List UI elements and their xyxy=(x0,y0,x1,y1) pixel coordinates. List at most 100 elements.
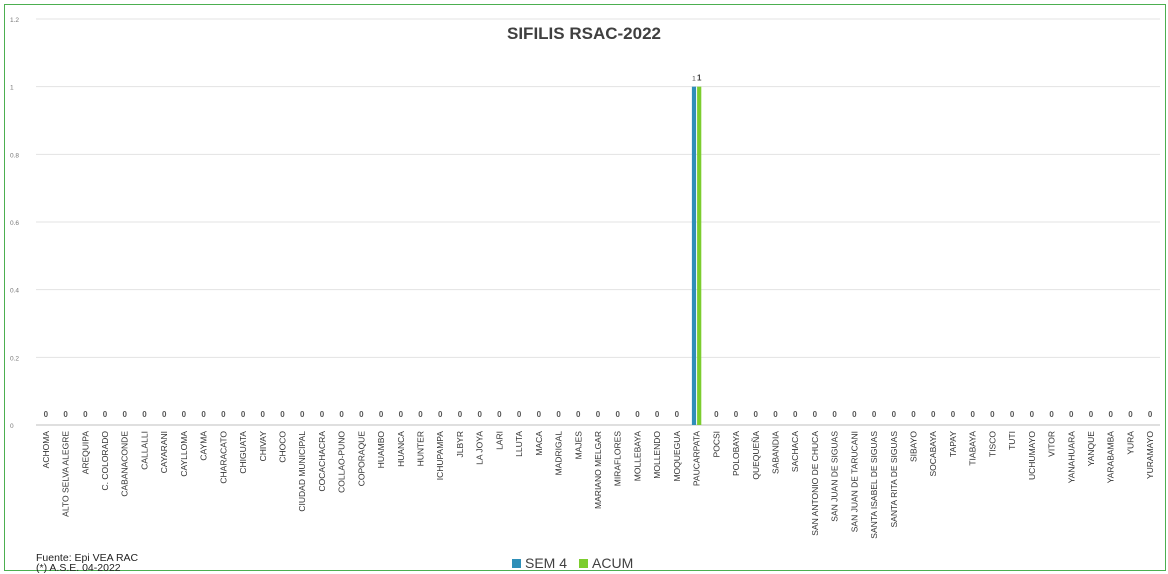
source-line-2: (*) A.S.E. 04-2022 xyxy=(36,562,121,574)
y-tick-label: 0.6 xyxy=(10,220,19,227)
x-tick-label: CHIVAY xyxy=(258,431,268,462)
data-label-zero: 0 xyxy=(635,410,640,419)
data-label-zero: 0 xyxy=(1148,410,1153,419)
chart-source: Fuente: Epi VEA RAC (*) A.S.E. 04-2022 xyxy=(36,552,139,574)
x-tick-label: POLOBAYA xyxy=(731,431,741,476)
x-tick-label: SABANDIA xyxy=(770,431,780,474)
chart-title: SIFILIS RSAC-2022 xyxy=(507,24,661,43)
data-label-zero: 0 xyxy=(458,410,463,419)
legend-item-sem4: SEM 4 xyxy=(512,555,567,571)
data-label-zero: 0 xyxy=(714,410,719,419)
y-tick-label: 0.2 xyxy=(10,355,19,362)
x-tick-label: MARIANO MELGAR xyxy=(593,431,603,509)
data-label-zero: 0 xyxy=(1069,410,1074,419)
x-tick-label: YANQUE xyxy=(1086,431,1096,467)
x-tick-label: POCSI xyxy=(711,431,721,457)
x-tick-label: ALTO SELVA ALEGRE xyxy=(61,431,71,517)
x-tick-label: VITOR xyxy=(1047,431,1057,457)
x-tick-label: MACA xyxy=(534,431,544,456)
data-label-zero: 0 xyxy=(44,410,49,419)
x-tick-label: HUAMBO xyxy=(376,431,386,469)
x-tick-label: QUEQUEÑA xyxy=(751,431,761,480)
x-tick-label: TUTI xyxy=(1007,431,1017,450)
x-tick-label: MIRAFLORES xyxy=(613,431,623,487)
x-tick-label: ICHUPAMPA xyxy=(435,431,445,481)
x-tick-label: COPORAQUE xyxy=(356,431,366,487)
x-tick-label: CIUDAD MUNICIPAL xyxy=(297,431,307,512)
x-tick-label: SAN JUAN DE TARUCANI xyxy=(849,431,859,532)
data-label-zero: 0 xyxy=(123,410,128,419)
x-tick-label: YANAHUARA xyxy=(1066,431,1076,484)
x-tick-label: HUANCA xyxy=(396,431,406,467)
x-tick-label: ACHOMA xyxy=(41,431,51,469)
data-label-zero: 0 xyxy=(339,410,344,419)
x-tick-label: SANTA RITA DE SIGUAS xyxy=(889,431,899,528)
data-label-zero: 0 xyxy=(517,410,522,419)
data-label-zero: 0 xyxy=(734,410,739,419)
data-label-zero: 0 xyxy=(320,410,325,419)
data-label-zero: 0 xyxy=(1108,410,1113,419)
data-label-zero: 0 xyxy=(162,410,167,419)
x-tick-label: SAN ANTONIO DE CHUCA xyxy=(810,431,820,536)
data-label-zero: 0 xyxy=(990,410,995,419)
x-tick-label: CHIGUATA xyxy=(238,431,248,474)
x-tick-label: YURAMAYO xyxy=(1145,431,1155,479)
data-label-zero: 0 xyxy=(773,410,778,419)
data-label-zero: 0 xyxy=(852,410,857,419)
x-tick-label: MOLLENDO xyxy=(652,431,662,479)
x-tick-label: LLUTA xyxy=(514,431,524,457)
y-tick-label: 1 xyxy=(10,85,14,92)
data-label-zero: 0 xyxy=(970,410,975,419)
data-label-zero: 0 xyxy=(418,410,423,419)
x-tick-label: HUNTER xyxy=(416,431,426,466)
data-label-zero: 0 xyxy=(754,410,759,419)
x-tick-label: MOLLEBAYA xyxy=(632,431,642,482)
x-tick-label: C. COLORADO xyxy=(100,431,110,491)
data-label-zero: 0 xyxy=(201,410,206,419)
x-tick-label: SIBAYO xyxy=(909,431,919,462)
x-tick-label: TIABAYA xyxy=(968,431,978,466)
data-label-zero: 0 xyxy=(556,410,561,419)
data-label-zero: 0 xyxy=(261,410,266,419)
legend-swatch-sem4 xyxy=(512,558,521,568)
source-line-1: Fuente: Epi VEA RAC xyxy=(36,552,139,564)
data-label-zero: 0 xyxy=(1010,410,1015,419)
data-label-zero: 0 xyxy=(832,410,837,419)
legend-item-acum: ACUM xyxy=(579,555,633,571)
x-tick-label: SACHACA xyxy=(790,431,800,472)
data-label-zero: 0 xyxy=(813,410,818,419)
data-label-zero: 0 xyxy=(399,410,404,419)
x-tick-label: YURA xyxy=(1125,431,1135,455)
data-label-zero: 0 xyxy=(103,410,108,419)
x-tick-label: MOQUEGUA xyxy=(672,431,682,482)
x-tick-label: LA JOYA xyxy=(475,431,485,465)
data-label-zero: 0 xyxy=(379,410,384,419)
data-label-zero: 0 xyxy=(280,410,285,419)
data-label-zero: 0 xyxy=(1049,410,1054,419)
data-label-zero: 0 xyxy=(83,410,88,419)
x-tick-label: MADRIGAL xyxy=(554,431,564,476)
x-tick-label: CABANACONDE xyxy=(120,431,130,497)
data-label-zero: 0 xyxy=(1128,410,1133,419)
data-label-zero: 0 xyxy=(655,410,660,419)
data-label-zero: 0 xyxy=(872,410,877,419)
x-tick-label: MAJES xyxy=(573,431,583,460)
data-label-zero: 0 xyxy=(182,410,187,419)
bar-sem4 xyxy=(691,86,697,426)
x-tick-label: SAN JUAN DE SIGUAS xyxy=(830,431,840,522)
x-tick-label: SANTA ISABEL DE SIGUAS xyxy=(869,431,879,539)
x-tick-label: CALLALLI xyxy=(139,431,149,470)
x-tick-label: COCACHACRA xyxy=(317,431,327,492)
data-label-zero: 0 xyxy=(537,410,542,419)
data-label-acum: 1 xyxy=(697,74,702,83)
data-label-zero: 0 xyxy=(931,410,936,419)
bar-acum xyxy=(697,86,702,426)
x-tick-label: CAYLLOMA xyxy=(179,431,189,477)
y-tick-label: 0 xyxy=(10,423,14,430)
x-tick-label: COLLAO-PUNO xyxy=(337,431,347,493)
data-label-zero: 0 xyxy=(438,410,443,419)
data-label-zero: 0 xyxy=(576,410,581,419)
data-label-zero: 0 xyxy=(596,410,601,419)
x-tick-label: SOCABAYA xyxy=(928,431,938,477)
